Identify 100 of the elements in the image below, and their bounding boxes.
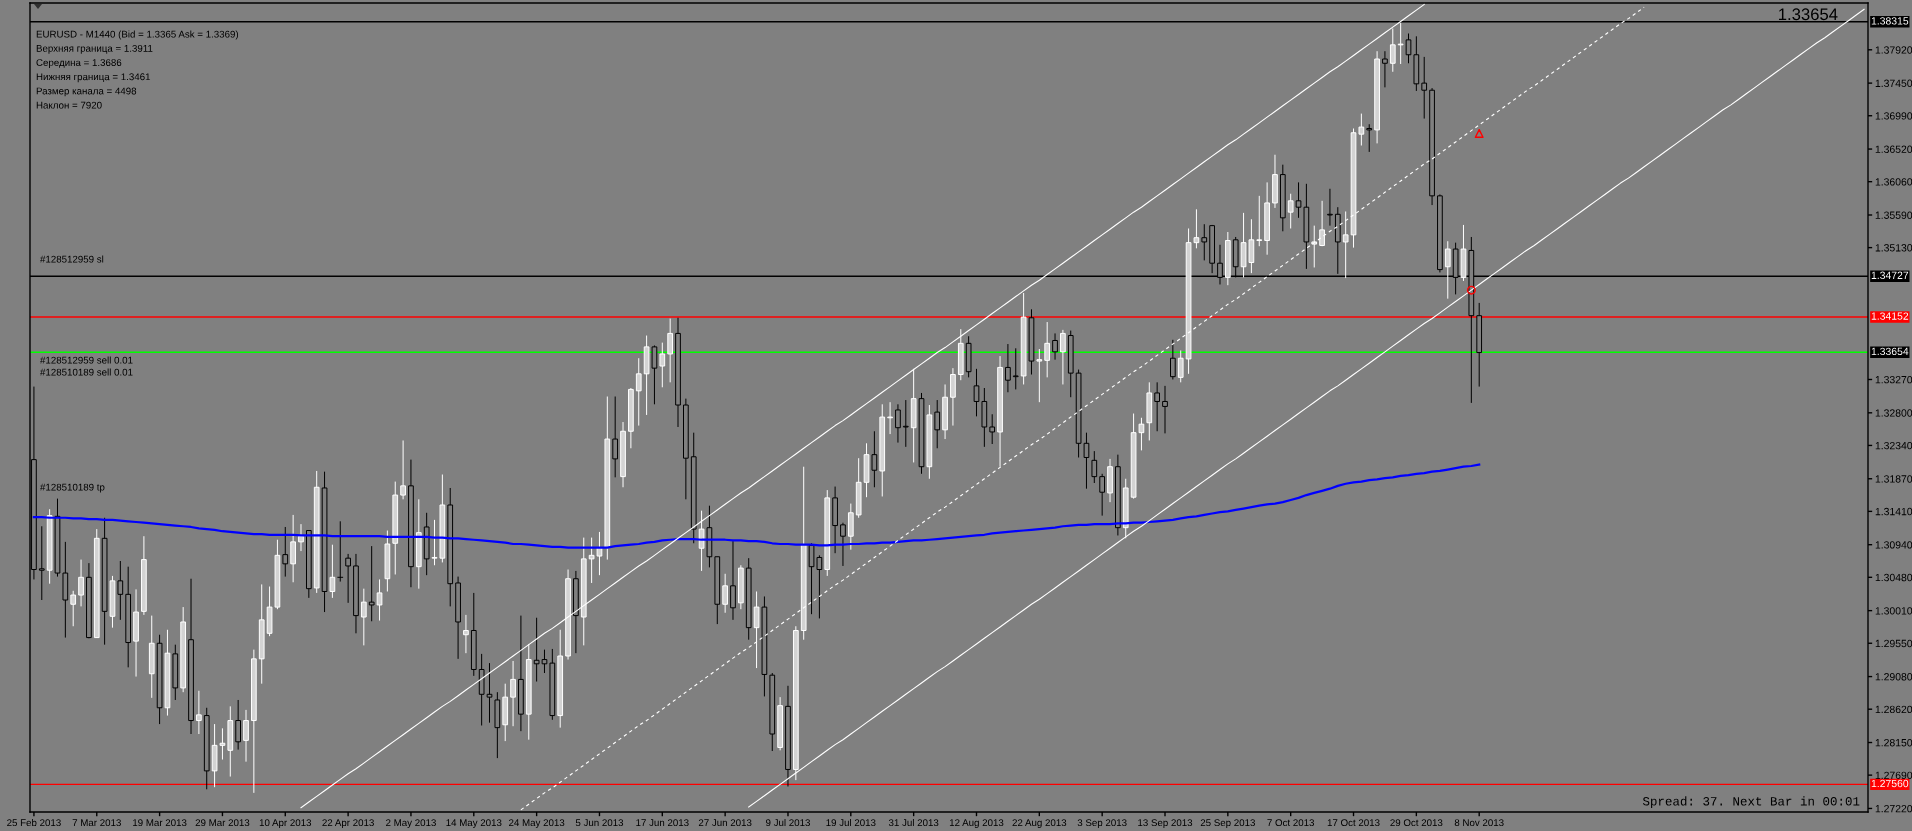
candlestick: [368, 545, 375, 622]
candlestick: [1444, 240, 1451, 300]
candlestick: [1060, 329, 1066, 385]
candlestick: [1366, 123, 1373, 153]
candlestick: [298, 523, 304, 552]
y-tick-label: 1.27690: [1875, 771, 1912, 780]
ref-line-label: 1.34152: [1871, 312, 1909, 320]
candlestick: [463, 614, 469, 654]
candlestick: [730, 540, 736, 621]
candlestick: [1052, 332, 1058, 361]
ref-line-label: 1.33654: [1871, 347, 1909, 356]
candlestick: [243, 709, 249, 763]
x-tick-label: 24 May 2013: [509, 819, 565, 829]
x-tick-label: 19 Jul 2013: [826, 818, 876, 827]
candlestick: [400, 439, 406, 500]
candlestick: [698, 510, 705, 572]
candlestick: [1389, 28, 1396, 73]
candlestick: [1091, 450, 1098, 484]
y-tick-label: 1.36060: [1875, 178, 1912, 186]
candlestick: [38, 525, 45, 601]
x-tick-label: 8 Nov 2013: [1454, 819, 1504, 827]
annotation: #128510189 sell 0.01: [40, 368, 133, 376]
line-series: [748, 8, 1865, 808]
y-tick-label: 1.27220: [1875, 804, 1912, 813]
candlestick: [290, 514, 296, 583]
x-tick-label: 25 Feb 2013: [7, 818, 61, 827]
y-tick-label: 1.35590: [1875, 211, 1912, 219]
line-series: [520, 6, 1645, 811]
annotation: #128510189 tp: [40, 483, 105, 493]
candlestick: [667, 318, 674, 383]
candlestick: [345, 553, 351, 604]
candlestick: [887, 401, 893, 435]
y-tick-label: 1.30480: [1875, 573, 1912, 582]
annotation: Середина = 1.3686: [36, 59, 122, 68]
y-tick-label: 1.32340: [1875, 441, 1912, 450]
x-tick-label: 22 Aug 2013: [1012, 819, 1067, 829]
x-tick-label: 17 Jun 2013: [636, 819, 689, 827]
y-tick-label: 1.36520: [1875, 145, 1912, 153]
y-tick-label: 1.30940: [1875, 541, 1912, 549]
x-tick-label: 3 Sep 2013: [1077, 819, 1127, 829]
candlestick: [117, 560, 124, 621]
ref-line-label: 1.27560: [1871, 779, 1909, 788]
candlestick: [1036, 348, 1043, 403]
candlestick: [722, 573, 728, 614]
x-tick-label: 13 Sep 2013: [1138, 819, 1193, 829]
x-tick-label: 9 Jul 2013: [766, 818, 810, 827]
candlestick: [1201, 223, 1208, 261]
candlestick: [950, 367, 956, 427]
annotation: Верхняя граница = 1.3911: [36, 44, 153, 54]
ref-line-label: 1.38315: [1871, 17, 1909, 25]
candlestick: [1177, 349, 1184, 383]
candlestick: [659, 342, 666, 388]
x-tick-label: 7 Oct 2013: [1267, 819, 1315, 827]
annotation: 1.33654: [1779, 8, 1838, 21]
candlestick: [1319, 200, 1325, 247]
candlestick: [1256, 195, 1263, 247]
candlestick: [329, 544, 336, 599]
annotation: #128512959 sell 0.01: [40, 356, 133, 364]
y-tick-label: 1.30010: [1875, 607, 1912, 615]
x-tick-label: 17 Oct 2013: [1327, 819, 1380, 827]
x-tick-label: 19 Mar 2013: [133, 819, 187, 827]
candlestick: [235, 699, 242, 751]
candlestick: [1421, 56, 1428, 120]
y-tick-label: 1.32800: [1875, 409, 1912, 417]
candlestick: [1382, 50, 1388, 88]
candlestick: [510, 660, 516, 727]
candlestick: [78, 559, 84, 607]
x-tick-label: 2 May 2013: [386, 819, 436, 829]
candlestick: [895, 403, 901, 444]
candlestick: [902, 399, 909, 448]
candlestick: [1154, 381, 1161, 432]
candlestick: [196, 690, 202, 735]
y-tick-label: 1.35130: [1875, 244, 1912, 252]
line-series: [300, 3, 1425, 809]
candlestick: [934, 399, 941, 449]
text: EURUSD - M1440 (Bid = 1.3365 Ask = 1.3369): [36, 30, 239, 40]
candlestick: [840, 522, 846, 567]
x-tick-label: 10 Apr 2013: [259, 819, 312, 829]
y-tick-label: 1.36990: [1875, 112, 1912, 120]
candlestick: [973, 368, 980, 417]
x-tick-label: 29 Mar 2013: [195, 819, 250, 827]
candlestick: [1327, 188, 1333, 227]
candlestick: [1044, 321, 1051, 378]
y-tick-label: 1.28150: [1875, 739, 1912, 747]
y-tick-label: 1.33270: [1875, 375, 1912, 384]
candlestick: [282, 526, 289, 578]
candlestick: [376, 578, 383, 622]
x-tick-label: 14 May 2013: [446, 819, 502, 829]
candlestick: [847, 503, 854, 551]
candlestick: [1099, 473, 1106, 517]
y-tick-label: 1.29080: [1875, 673, 1912, 681]
x-tick-label: 31 Jul 2013: [888, 818, 939, 827]
candlestick: [1311, 225, 1318, 268]
x-tick-label: 12 Aug 2013: [949, 819, 1004, 829]
x-tick-label: 22 Apr 2013: [322, 819, 374, 829]
annotation: Нижняя граница = 1.3461: [36, 73, 151, 83]
annotation: #128512959 sl: [40, 255, 104, 263]
annotation: Наклон = 7920: [36, 101, 102, 109]
candlestick: [1170, 339, 1176, 380]
candlestick: [1287, 193, 1294, 229]
